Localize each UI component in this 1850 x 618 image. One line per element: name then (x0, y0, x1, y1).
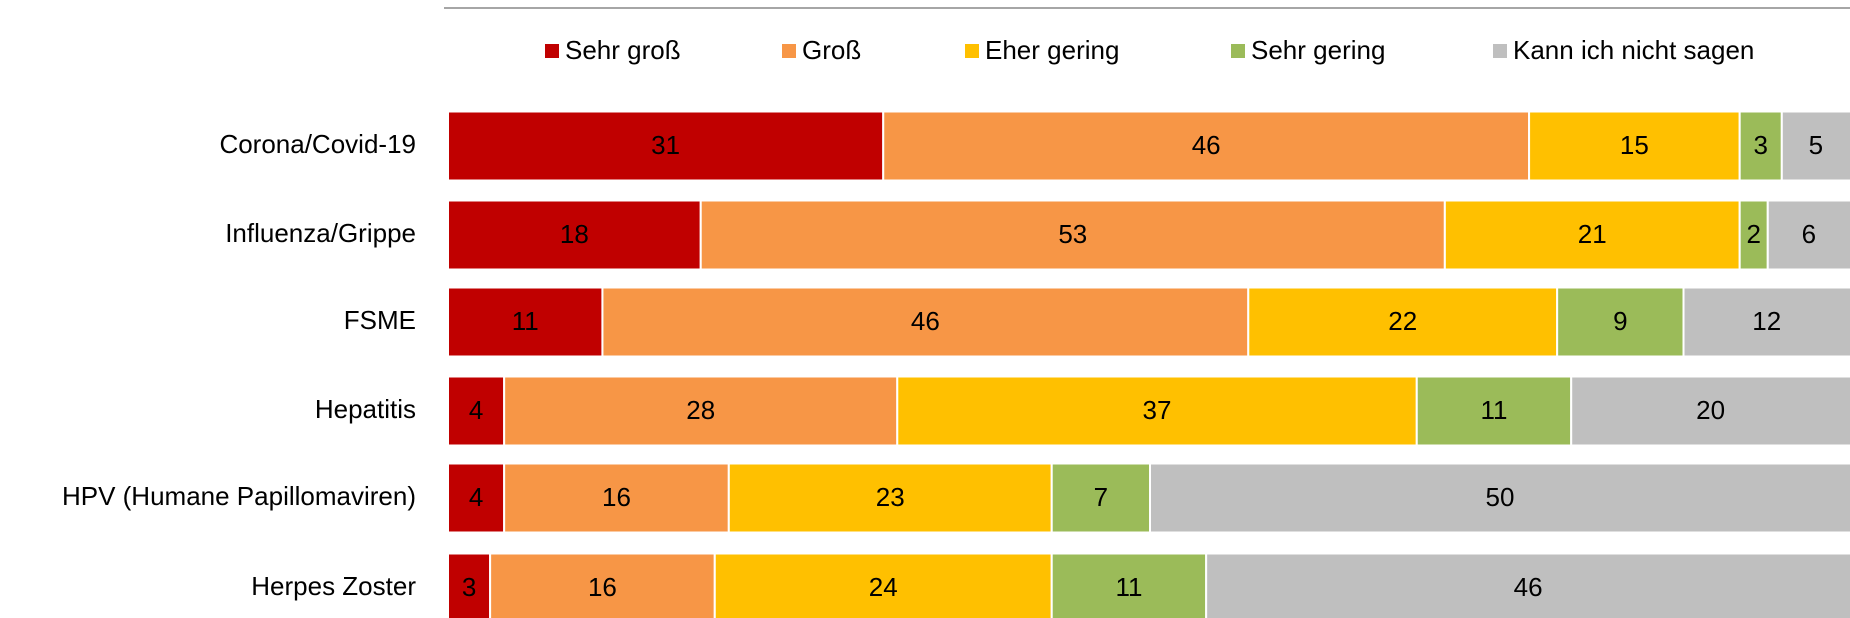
data-label: 12 (1752, 306, 1781, 336)
bar-segment (1415, 375, 1573, 447)
data-label: 37 (1143, 395, 1172, 425)
bar-segment (503, 375, 899, 447)
bar-segment (1780, 110, 1850, 182)
data-label: 2 (1746, 219, 1760, 249)
bar-segment (1682, 286, 1850, 358)
bar-segment (503, 462, 730, 534)
data-label: 11 (512, 306, 539, 336)
data-label: 11 (1480, 395, 1507, 425)
legend-label: Sehr gering (1251, 35, 1385, 65)
data-label: 6 (1802, 219, 1816, 249)
data-label: 50 (1486, 482, 1515, 512)
legend-label: Kann ich nicht sagen (1513, 35, 1754, 65)
legend-swatch (1493, 44, 1507, 58)
bar-segment (447, 199, 702, 271)
bar-segment (601, 286, 1250, 358)
bar-segment (699, 199, 1446, 271)
bar-segment (896, 375, 1418, 447)
data-label: 7 (1094, 482, 1108, 512)
data-label: 3 (462, 572, 476, 602)
bar-segment (1443, 199, 1741, 271)
bar-segment (447, 286, 604, 358)
data-label: 16 (588, 572, 617, 602)
data-label: 5 (1809, 130, 1823, 160)
legend-label: Sehr groß (565, 35, 681, 65)
data-label: 4 (469, 482, 483, 512)
data-label: 21 (1578, 219, 1607, 249)
bar-segment (1528, 110, 1741, 182)
bar-segment (1149, 462, 1850, 534)
data-label: 46 (1514, 572, 1543, 602)
category-label: Herpes Zoster (251, 571, 416, 601)
data-label: 3 (1754, 130, 1768, 160)
data-label: 16 (602, 482, 631, 512)
legend-swatch (965, 44, 979, 58)
legend-swatch (782, 44, 796, 58)
data-label: 23 (876, 482, 905, 512)
category-label: Hepatitis (315, 394, 416, 424)
bar-segment (727, 462, 1053, 534)
legend-swatch (545, 44, 559, 58)
category-label: Influenza/Grippe (225, 218, 416, 248)
data-label: 24 (869, 572, 898, 602)
legend-swatch (1231, 44, 1245, 58)
legend-label: Groß (802, 35, 861, 65)
bar-segment (447, 375, 506, 447)
bar-segment (489, 552, 716, 618)
data-label: 4 (469, 395, 483, 425)
category-label: Corona/Covid-19 (219, 129, 416, 159)
data-label: 46 (911, 306, 940, 336)
data-label: 53 (1058, 219, 1087, 249)
legend-label: Eher gering (985, 35, 1119, 65)
data-label: 28 (686, 395, 715, 425)
category-label: FSME (344, 305, 416, 335)
bar-segment (1205, 552, 1850, 618)
bar-segment (1247, 286, 1559, 358)
bar-segment (1570, 375, 1850, 447)
data-label: 20 (1696, 395, 1725, 425)
bar-segment (882, 110, 1531, 182)
data-label: 46 (1192, 130, 1221, 160)
data-label: 15 (1620, 130, 1649, 160)
data-label: 22 (1388, 306, 1417, 336)
data-label: 11 (1115, 572, 1142, 602)
bar-segment (1766, 199, 1850, 271)
data-label: 31 (651, 130, 680, 160)
bar-segment (447, 552, 492, 618)
data-label: 18 (560, 219, 589, 249)
data-label: 9 (1613, 306, 1627, 336)
category-label: HPV (Humane Papillomaviren) (62, 481, 416, 511)
